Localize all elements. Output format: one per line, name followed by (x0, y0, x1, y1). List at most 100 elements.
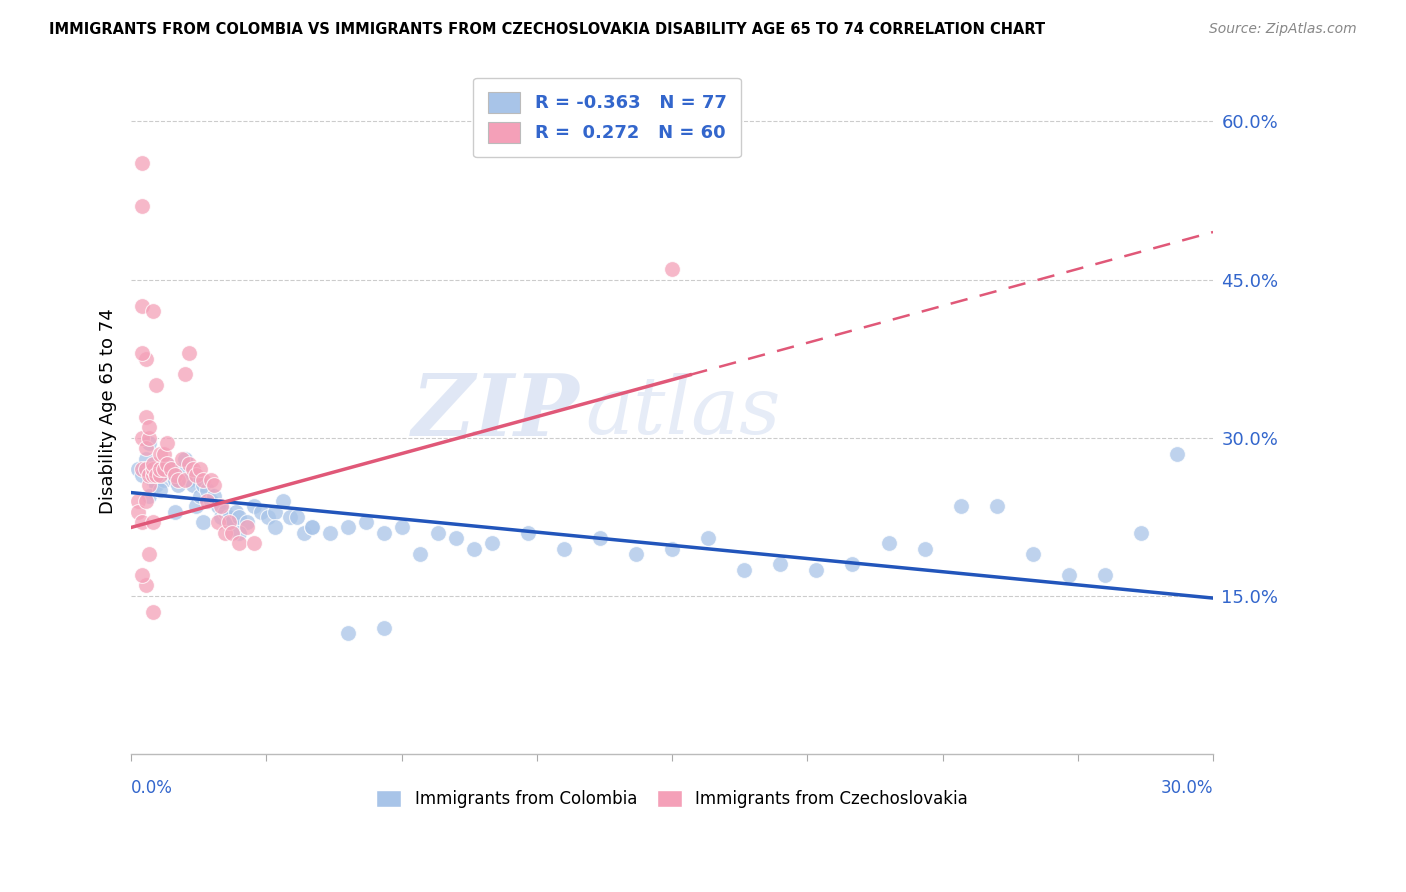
Point (177, 457, 200, 471)
Point (135, 494, 157, 508)
Point (225, 505, 247, 519)
Point (589, 531, 612, 545)
Point (145, 467, 167, 482)
Point (250, 505, 273, 519)
Point (142, 457, 165, 471)
Point (186, 467, 208, 482)
Point (181, 462, 204, 476)
Point (986, 500, 1008, 514)
Text: ZIP: ZIP (412, 369, 581, 453)
Point (228, 509, 250, 524)
Point (127, 494, 149, 508)
Point (318, 525, 340, 540)
Point (1022, 547, 1045, 561)
Point (142, 304, 165, 318)
Point (135, 351, 157, 366)
Point (264, 505, 287, 519)
Point (152, 446, 174, 460)
Point (163, 473, 186, 487)
Point (138, 547, 160, 561)
Point (135, 451, 157, 466)
Point (207, 515, 229, 529)
Text: 0.0%: 0.0% (131, 779, 173, 797)
Point (145, 478, 167, 492)
Point (624, 547, 647, 561)
Point (135, 442, 157, 456)
Point (149, 446, 172, 460)
Point (131, 567, 153, 582)
Point (553, 541, 575, 556)
Point (193, 478, 215, 492)
Point (131, 346, 153, 360)
Point (138, 489, 160, 503)
Point (138, 467, 160, 482)
Point (202, 489, 225, 503)
Point (195, 494, 218, 508)
Point (181, 478, 204, 492)
Point (200, 473, 222, 487)
Point (877, 536, 900, 550)
Point (271, 494, 294, 508)
Point (285, 509, 308, 524)
Point (193, 473, 215, 487)
Point (426, 525, 449, 540)
Point (142, 515, 165, 529)
Point (135, 409, 157, 424)
Point (135, 462, 157, 476)
Point (131, 199, 153, 213)
Point (138, 431, 160, 445)
Point (188, 462, 211, 476)
Point (131, 515, 153, 529)
Point (264, 520, 287, 534)
Point (186, 500, 208, 514)
Point (218, 509, 240, 524)
Point (391, 520, 413, 534)
Point (127, 505, 149, 519)
Legend: Immigrants from Colombia, Immigrants from Czechoslovakia: Immigrants from Colombia, Immigrants fro… (370, 783, 974, 814)
Point (174, 473, 197, 487)
Point (193, 515, 215, 529)
Point (177, 346, 200, 360)
Point (481, 536, 503, 550)
Point (138, 436, 160, 450)
Point (806, 563, 828, 577)
Point (145, 378, 167, 392)
Point (373, 525, 395, 540)
Point (156, 457, 179, 471)
Point (142, 462, 165, 476)
Point (156, 457, 179, 471)
Point (243, 536, 266, 550)
Point (174, 368, 197, 382)
Point (160, 467, 183, 482)
Point (444, 531, 467, 545)
Point (131, 462, 153, 476)
Point (131, 299, 153, 313)
Point (949, 500, 972, 514)
Point (235, 520, 257, 534)
Point (149, 483, 172, 498)
Point (243, 500, 266, 514)
Point (167, 478, 190, 492)
Point (1166, 446, 1188, 460)
Point (409, 547, 432, 561)
Point (228, 536, 250, 550)
Point (769, 558, 792, 572)
Text: 30.0%: 30.0% (1160, 779, 1213, 797)
Point (142, 605, 165, 619)
Point (209, 500, 232, 514)
Point (138, 478, 160, 492)
Point (142, 473, 165, 487)
Point (228, 525, 250, 540)
Text: atlas: atlas (586, 373, 780, 450)
Point (278, 509, 301, 524)
Point (149, 467, 172, 482)
Point (131, 431, 153, 445)
Point (235, 515, 257, 529)
Point (661, 262, 683, 277)
Point (301, 520, 323, 534)
Point (163, 505, 186, 519)
Point (200, 494, 222, 508)
Point (188, 489, 211, 503)
Point (156, 436, 179, 450)
Point (214, 525, 236, 540)
